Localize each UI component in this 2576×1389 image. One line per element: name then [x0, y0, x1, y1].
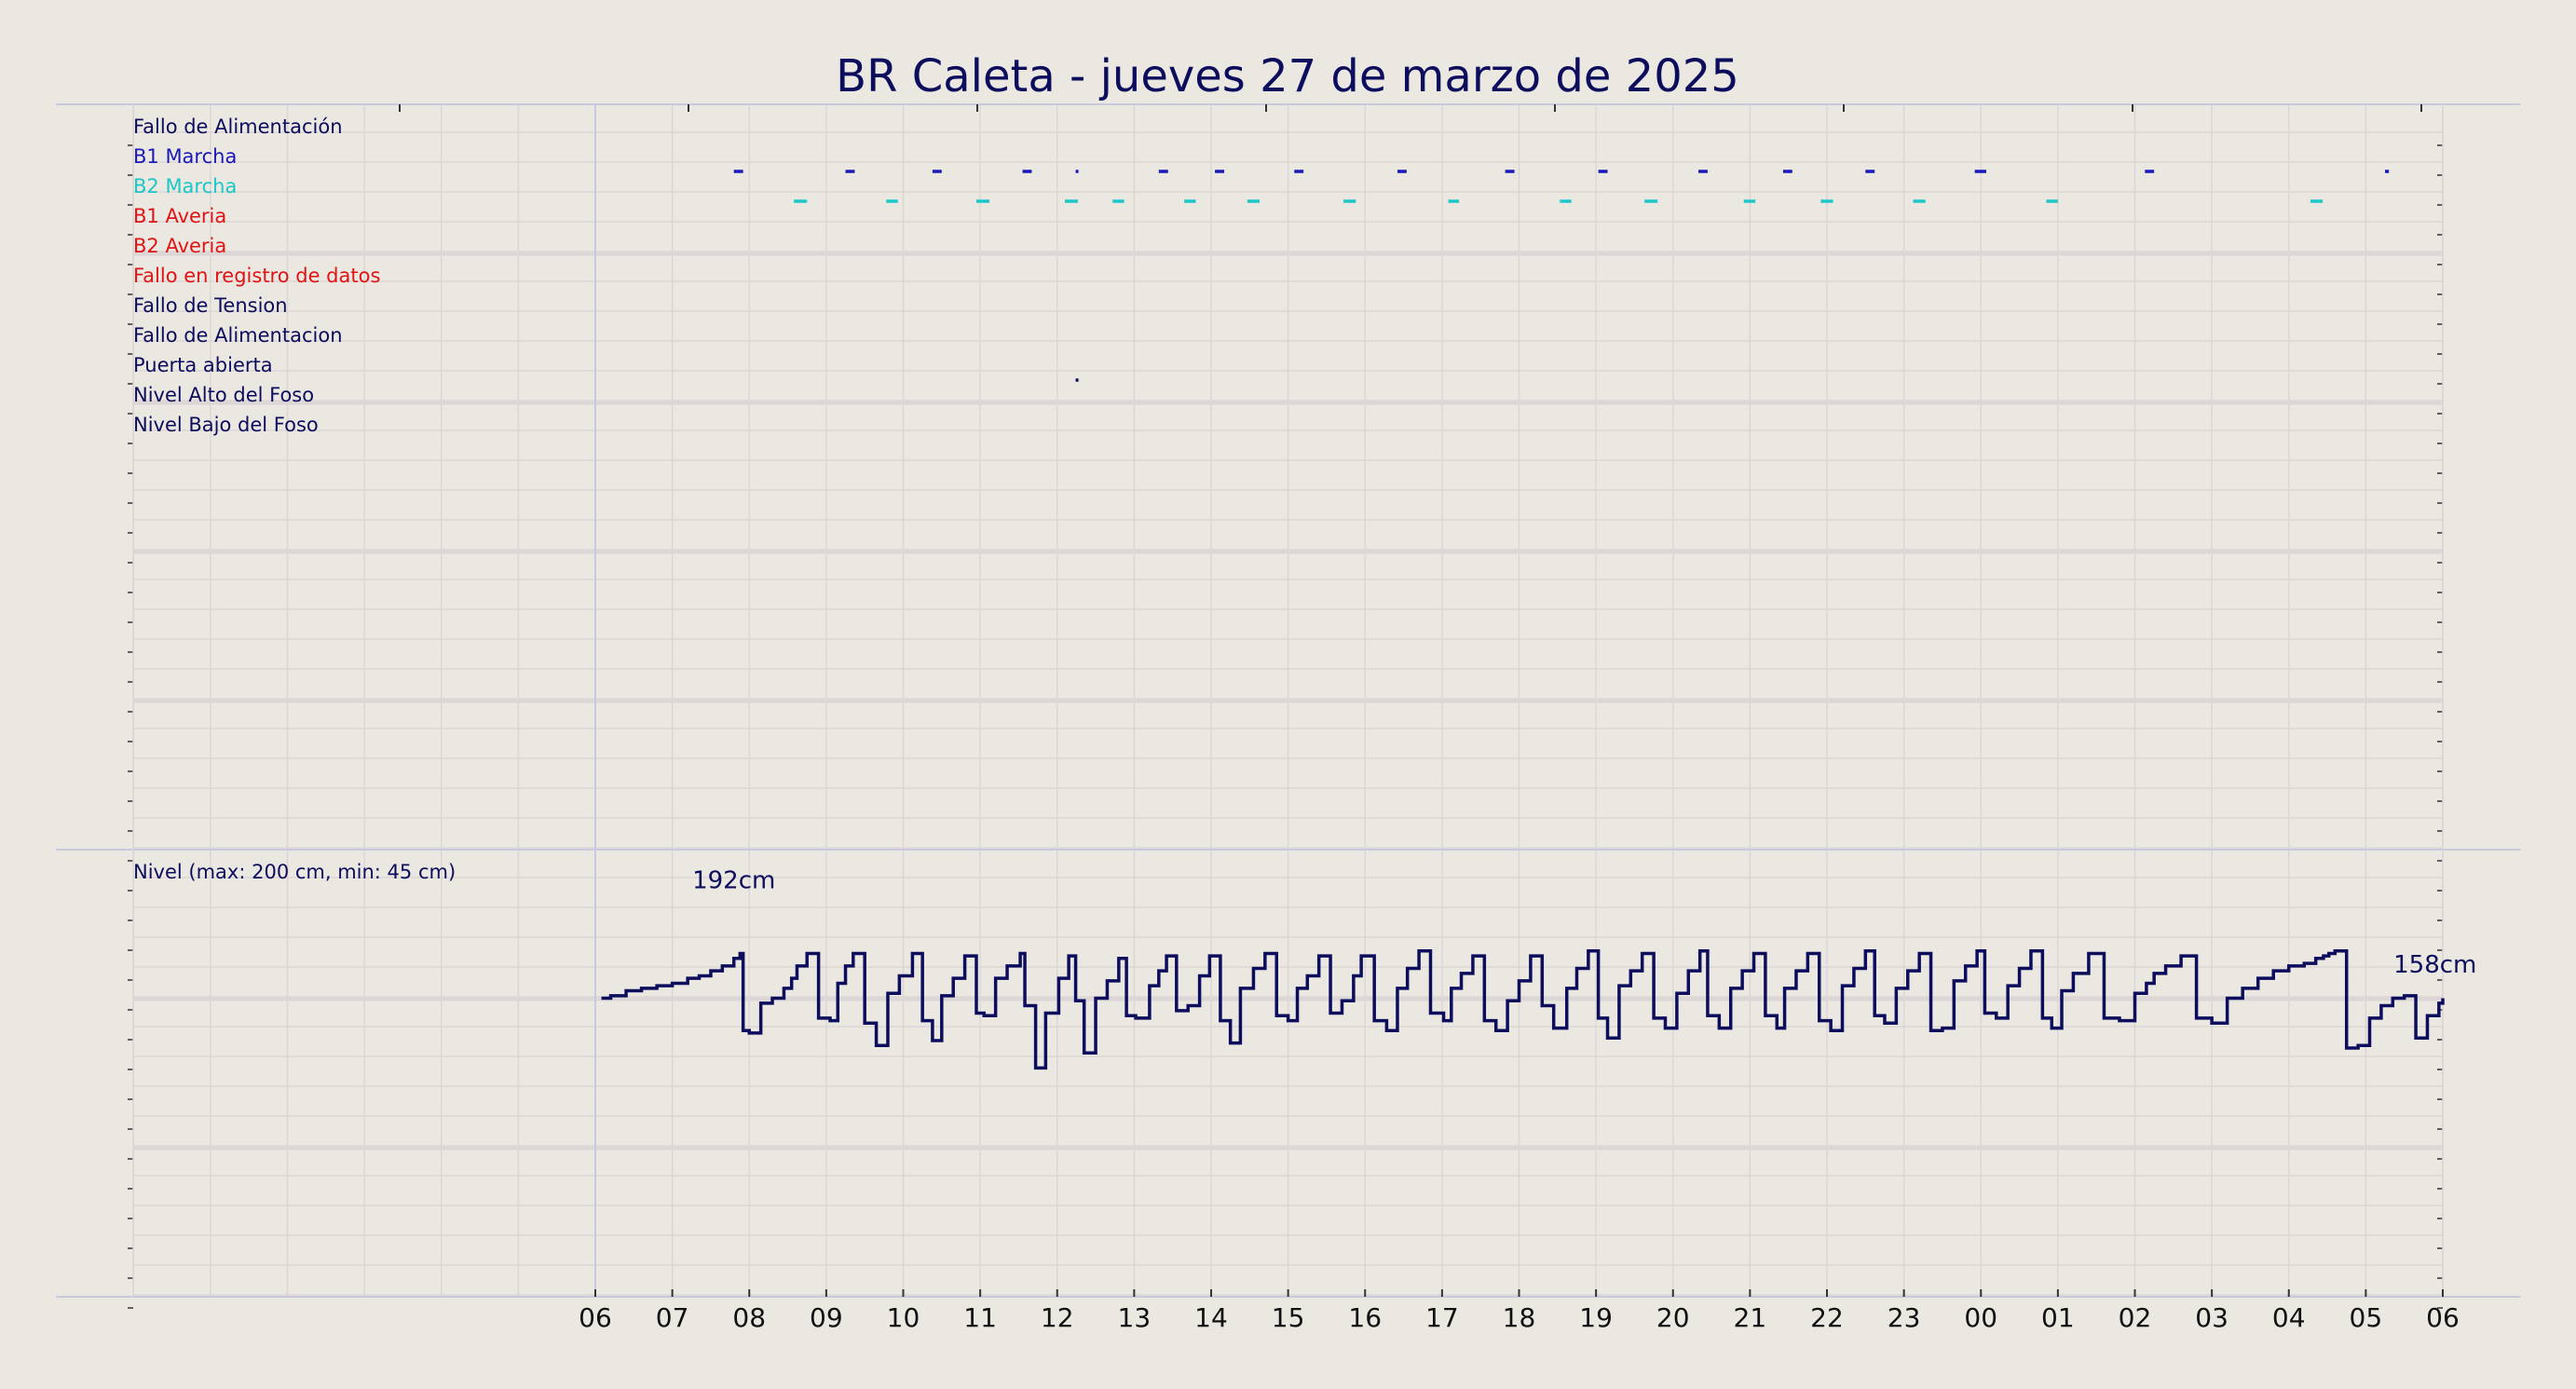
x-tick-label: 23: [1888, 1302, 1921, 1333]
x-axis: 06 07 08 09 10 11 12 13 14 15 16 17 18 19 20 21 22 23 00 01…: [579, 1289, 2460, 1333]
signal-label: Fallo de Tension: [133, 294, 288, 317]
signal-labels: Fallo de Alimentación B1 Marcha B2 Marcha B…: [133, 116, 380, 436]
x-tick-label: 04: [2272, 1302, 2306, 1333]
x-tick-label: 15: [1272, 1302, 1305, 1333]
x-tick-label: 10: [887, 1302, 920, 1333]
signal-label: Puerta abierta: [133, 354, 273, 376]
level-panel-grid: [128, 850, 2444, 1309]
x-tick-label: 16: [1348, 1302, 1382, 1333]
chart-title: BR Caleta - jueves 27 de marzo de 2025: [836, 50, 1739, 102]
x-tick-label: 06: [2426, 1302, 2460, 1333]
x-tick-label: 22: [1810, 1302, 1844, 1333]
signal-label: Fallo de Alimentación: [133, 116, 343, 138]
signal-label: B2 Averia: [133, 235, 226, 257]
x-tick-label: 03: [2195, 1302, 2228, 1333]
level-annotation: 192cm: [692, 866, 775, 894]
signal-label: Fallo de Alimentacion: [133, 324, 343, 347]
signal-label: Nivel Bajo del Foso: [133, 414, 319, 436]
x-tick-label: 14: [1194, 1302, 1228, 1333]
x-tick-label: 05: [2350, 1302, 2383, 1333]
x-tick-label: 11: [963, 1302, 997, 1333]
x-tick-label: 09: [810, 1302, 843, 1333]
x-tick-label: 17: [1425, 1302, 1459, 1333]
x-tick-label: 00: [1964, 1302, 1997, 1333]
x-tick-label: 19: [1579, 1302, 1613, 1333]
x-tick-label: 13: [1118, 1302, 1152, 1333]
x-tick-label: 08: [732, 1302, 766, 1333]
level-annotation: 158cm: [2393, 951, 2476, 979]
x-tick-label: 07: [656, 1302, 689, 1333]
x-tick-label: 20: [1656, 1302, 1690, 1333]
level-series: [601, 949, 2445, 1070]
signal-label: Fallo en registro de datos: [133, 265, 380, 287]
level-annotations: 192cm 158cm: [692, 866, 2476, 979]
x-tick-label: 06: [579, 1302, 612, 1333]
signal-label: B2 Marcha: [133, 175, 237, 197]
x-tick-label: 21: [1734, 1302, 1767, 1333]
signal-label: B1 Averia: [133, 205, 226, 227]
level-panel-label: Nivel (max: 200 cm, min: 45 cm): [133, 861, 456, 883]
signal-label: Nivel Alto del Foso: [133, 384, 314, 406]
signal-events: [733, 170, 2390, 382]
signal-label: B1 Marcha: [133, 145, 237, 168]
event-panel-grid: [128, 104, 2444, 862]
level-line: [601, 949, 2445, 1070]
x-tick-label: 01: [2041, 1302, 2075, 1333]
x-tick-label: 18: [1503, 1302, 1536, 1333]
x-tick-label: 02: [2119, 1302, 2152, 1333]
x-tick-label: 12: [1041, 1302, 1074, 1333]
